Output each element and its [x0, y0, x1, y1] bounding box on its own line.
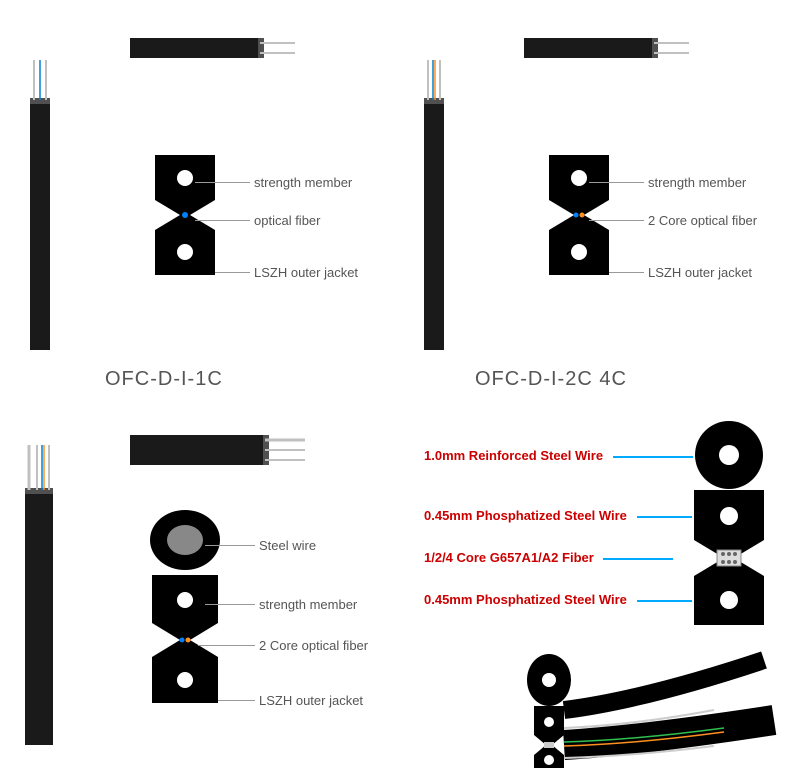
label-fiber-3: 2 Core optical fiber: [198, 638, 368, 653]
vertical-cable-1c: [20, 60, 60, 350]
vertical-cable-2c: [414, 60, 454, 350]
label-jacket-2: LSZH outer jacket: [609, 265, 752, 280]
product-name-1: OFC-D-I-1C: [105, 368, 223, 391]
isometric-cable: [514, 650, 784, 770]
horizontal-cable-2c: [524, 30, 694, 65]
quadrant-4: 1.0mm Reinforced Steel Wire 0.45mm Phosp…: [394, 400, 788, 782]
quadrant-3: Steel wire strength member 2 Core optica…: [0, 400, 394, 782]
label-phos1: 0.45mm Phosphatized Steel Wire: [424, 508, 692, 523]
horizontal-cable-steel: [130, 430, 310, 475]
label-strength-1: strength member: [195, 175, 352, 190]
label-jacket-1: LSZH outer jacket: [215, 265, 358, 280]
quadrant-2: strength member 2 Core optical fiber LSZ…: [394, 0, 788, 360]
vertical-cable-steel: [15, 445, 70, 745]
horizontal-cable-1c: [130, 30, 300, 65]
label-fiber-1: optical fiber: [195, 213, 320, 228]
label-jacket-3: LSZH outer jacket: [218, 693, 363, 708]
quadrant-1: strength member optical fiber LSZH outer…: [0, 0, 394, 360]
label-core: 1/2/4 Core G657A1/A2 Fiber: [424, 550, 673, 565]
label-fiber-2: 2 Core optical fiber: [589, 213, 757, 228]
label-steel-3: Steel wire: [205, 538, 316, 553]
product-name-2: OFC-D-I-2C 4C: [475, 368, 627, 391]
label-phos2: 0.45mm Phosphatized Steel Wire: [424, 592, 692, 607]
label-strength-3: strength member: [205, 597, 357, 612]
label-reinforced: 1.0mm Reinforced Steel Wire: [424, 448, 693, 463]
label-strength-2: strength member: [589, 175, 746, 190]
cross-section-big: [679, 420, 779, 630]
